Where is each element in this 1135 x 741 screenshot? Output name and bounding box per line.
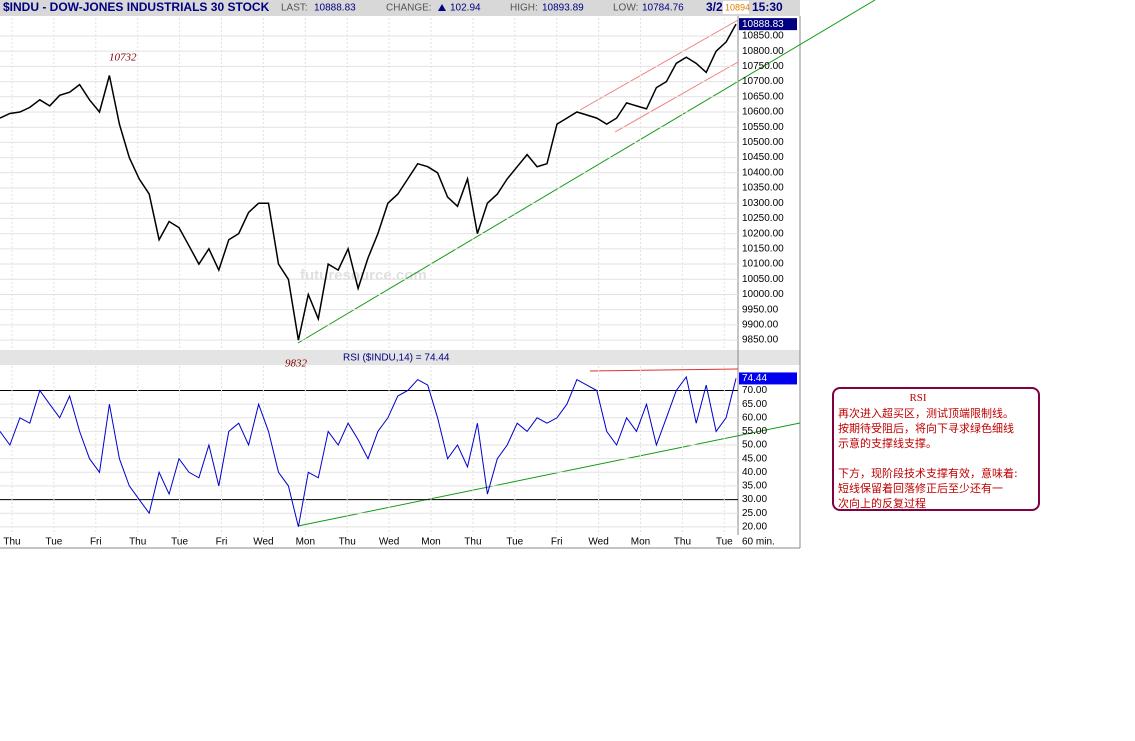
rsi-header — [0, 350, 800, 365]
x-tick-label: Wed — [588, 537, 608, 548]
note-box: RSI 再次进入超买区，测试顶端限制线。 按期待受阻后，将向下寻求绿色细线 示意的支… — [832, 387, 1040, 511]
y-tick-label: 10650.00 — [742, 91, 784, 102]
resistance-line — [589, 368, 739, 372]
last-value-box — [739, 18, 797, 31]
y-tick-label: 9950.00 — [742, 304, 779, 315]
y-tick-label: 10200.00 — [742, 228, 784, 239]
y-tick-label: 10150.00 — [742, 243, 784, 254]
last: 10888.83 — [314, 3, 356, 14]
y-tick-label: 10550.00 — [742, 122, 784, 133]
y-tick-label: 10350.00 — [742, 183, 784, 194]
note-line: 再次进入超买区，测试顶端限制线。 — [838, 407, 1014, 420]
y-tick-label: 10450.00 — [742, 152, 784, 163]
y-tick-label: 10000.00 — [742, 289, 784, 300]
low-label: LOW: — [613, 3, 638, 14]
last-value: 74.44 — [742, 373, 767, 384]
symbol: $INDU - DOW-JONES INDUSTRIALS 30 STOCK — [3, 0, 270, 14]
x-tick-label: Tue — [45, 537, 62, 548]
note-line: 下方，现阶段技术支撑有效，意味着: — [838, 467, 1018, 480]
x-tick-label: Fri — [551, 537, 563, 548]
y-tick-label: 10250.00 — [742, 213, 784, 224]
x-tick-label: Wed — [253, 537, 273, 548]
note-line: 短线保留着回落修正后至少还有一 — [838, 482, 1003, 495]
y-tick-label: 20.00 — [742, 521, 767, 532]
flag: 10894 — [725, 2, 750, 12]
rsi-title: RSI ($INDU,14) = 74.44 — [343, 353, 450, 364]
y-tick-label: 9900.00 — [742, 320, 779, 331]
date: 3/2 — [706, 0, 723, 14]
price-line — [0, 23, 737, 341]
x-tick-label: Fri — [216, 537, 228, 548]
x-tick-label: Mon — [296, 537, 315, 548]
y-tick-label: 10400.00 — [742, 167, 784, 178]
y-tick-label: 30.00 — [742, 494, 767, 505]
y-tick-label: 50.00 — [742, 440, 767, 451]
note-title: RSI — [909, 392, 927, 404]
x-tick-label: Mon — [631, 537, 650, 548]
x-tick-label: Thu — [339, 537, 356, 548]
time: 15:30 — [752, 0, 783, 14]
y-tick-label: 70.00 — [742, 385, 767, 396]
last-label: LAST: — [281, 3, 308, 14]
x-tick-label: Tue — [171, 537, 188, 548]
up-arrow — [438, 4, 446, 11]
y-tick-label: 10600.00 — [742, 107, 784, 118]
y-tick-label: 9850.00 — [742, 335, 779, 346]
header-bar — [0, 0, 800, 16]
y-tick-label: 10100.00 — [742, 259, 784, 270]
annotation: 9832 — [285, 358, 308, 370]
note-line: 示意的支撑线支撑。 — [838, 437, 937, 450]
x-tick-label: Fri — [90, 537, 102, 548]
low: 10784.76 — [642, 3, 684, 14]
y-tick-label: 65.00 — [742, 399, 767, 410]
high: 10893.89 — [542, 3, 584, 14]
x-tick-label: Tue — [716, 537, 733, 548]
watermark: futuresource.com — [300, 267, 427, 284]
high-label: HIGH: — [510, 3, 538, 14]
y-tick-label: 60.00 — [742, 412, 767, 423]
y-tick-label: 10700.00 — [742, 76, 784, 87]
y-tick-label: 10500.00 — [742, 137, 784, 148]
x-tick-label: Thu — [129, 537, 146, 548]
x-tick-label: Mon — [421, 537, 440, 548]
x-tick-label: Tue — [506, 537, 523, 548]
y-tick-label: 10300.00 — [742, 198, 784, 209]
interval: 60 min. — [742, 537, 775, 548]
trend-line — [297, 422, 801, 527]
x-tick-label: Thu — [674, 537, 691, 548]
y-tick-label: 55.00 — [742, 426, 767, 437]
y-tick-label: 25.00 — [742, 508, 767, 519]
change-label: CHANGE: — [386, 3, 432, 14]
y-tick-label: 10800.00 — [742, 46, 784, 57]
last-value-box — [739, 372, 797, 385]
y-tick-label: 10850.00 — [742, 31, 784, 42]
y-tick-label: 35.00 — [742, 481, 767, 492]
note-line: 按期待受阻后，将向下寻求绿色细线 — [838, 422, 1014, 435]
flag-box — [723, 1, 749, 14]
note-line — [838, 451, 1034, 466]
x-tick-label: Wed — [379, 537, 399, 548]
annotation: 10732 — [109, 52, 137, 64]
rsi-line — [0, 375, 737, 527]
channel-line — [579, 19, 739, 111]
x-tick-label: Thu — [3, 537, 20, 548]
trend-line — [297, 0, 876, 344]
last-value: 10888.83 — [742, 19, 784, 30]
x-tick-label: Thu — [464, 537, 481, 548]
note-line: 次向上的反复过程 — [838, 497, 926, 510]
y-tick-label: 10050.00 — [742, 274, 784, 285]
y-tick-label: 40.00 — [742, 467, 767, 478]
y-tick-label: 10750.00 — [742, 61, 784, 72]
y-tick-label: 45.00 — [742, 453, 767, 464]
change: 102.94 — [450, 3, 481, 14]
